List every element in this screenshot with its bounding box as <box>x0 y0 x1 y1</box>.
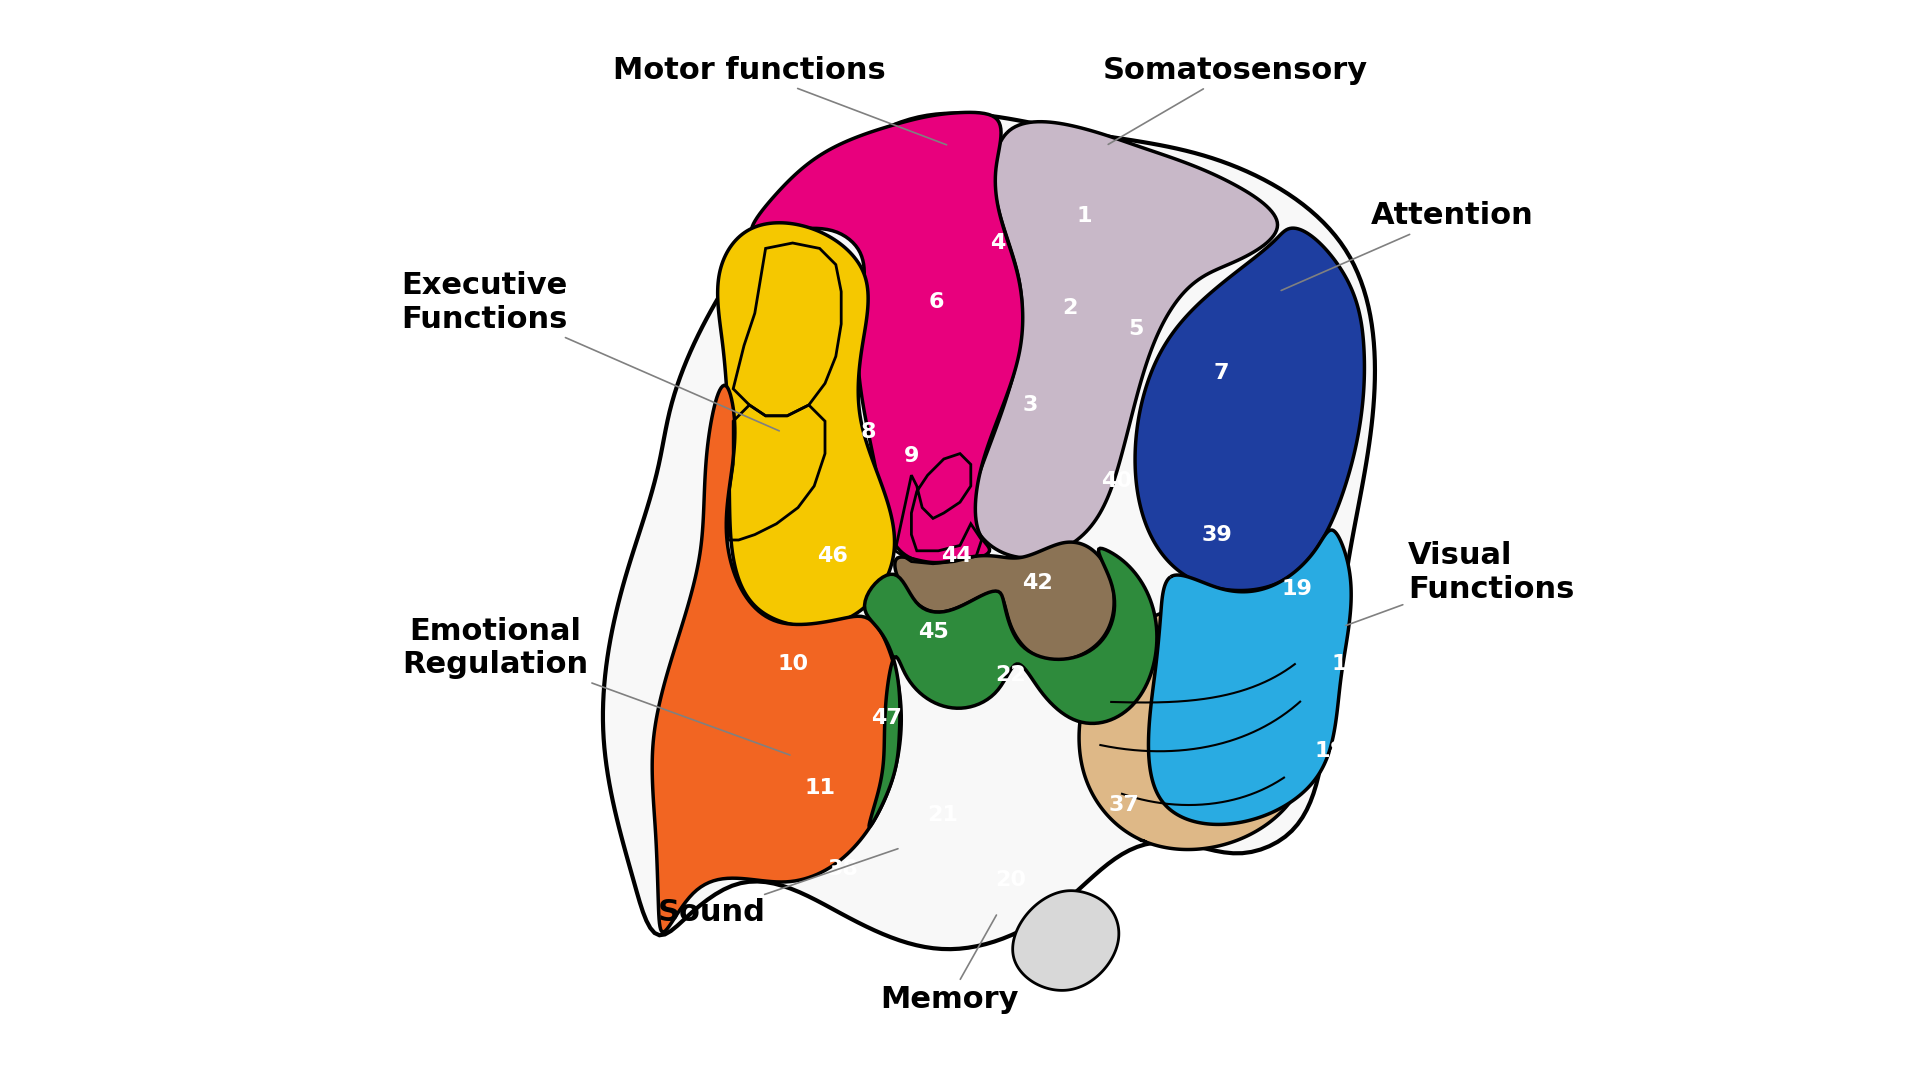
Text: 10: 10 <box>778 654 808 674</box>
Polygon shape <box>753 112 1023 564</box>
Text: 20: 20 <box>995 870 1027 890</box>
Text: Memory: Memory <box>879 915 1018 1013</box>
Text: 9: 9 <box>904 446 920 465</box>
Text: 46: 46 <box>818 546 849 566</box>
Text: 7: 7 <box>1213 363 1229 382</box>
Text: 38: 38 <box>828 860 858 879</box>
Text: 42: 42 <box>1021 573 1054 593</box>
Text: 11: 11 <box>804 779 835 798</box>
Polygon shape <box>1148 530 1352 824</box>
Text: 37: 37 <box>1108 795 1140 814</box>
Text: Sound: Sound <box>659 849 899 927</box>
Text: 47: 47 <box>872 708 902 728</box>
Polygon shape <box>972 122 1277 558</box>
Polygon shape <box>653 386 900 932</box>
Polygon shape <box>603 113 1375 949</box>
Text: 18: 18 <box>1315 741 1346 760</box>
Text: 44: 44 <box>941 546 972 566</box>
Polygon shape <box>1135 228 1365 591</box>
Text: Motor functions: Motor functions <box>612 56 947 145</box>
Text: Attention: Attention <box>1281 202 1534 291</box>
Text: 22: 22 <box>995 665 1025 685</box>
Text: 6: 6 <box>929 293 945 312</box>
Text: Executive
Functions: Executive Functions <box>401 271 780 431</box>
Text: 21: 21 <box>927 806 958 825</box>
Polygon shape <box>718 222 895 626</box>
Polygon shape <box>895 542 1114 661</box>
Polygon shape <box>1012 891 1119 990</box>
Text: Visual
Functions: Visual Functions <box>1346 541 1574 625</box>
Polygon shape <box>1079 605 1313 850</box>
Text: Emotional
Regulation: Emotional Regulation <box>403 617 789 755</box>
Text: 17: 17 <box>1331 654 1361 674</box>
Text: 1: 1 <box>1077 206 1092 226</box>
Text: 4: 4 <box>991 233 1006 253</box>
Text: 39: 39 <box>1202 525 1233 544</box>
Text: Somatosensory: Somatosensory <box>1102 56 1367 145</box>
Polygon shape <box>864 549 1158 827</box>
Text: 40: 40 <box>1100 471 1133 490</box>
Text: 2: 2 <box>1062 298 1077 318</box>
Text: 5: 5 <box>1129 320 1144 339</box>
Text: 19: 19 <box>1281 579 1313 598</box>
Text: 3: 3 <box>1023 395 1039 415</box>
Text: 45: 45 <box>918 622 948 642</box>
Text: 8: 8 <box>860 422 876 442</box>
